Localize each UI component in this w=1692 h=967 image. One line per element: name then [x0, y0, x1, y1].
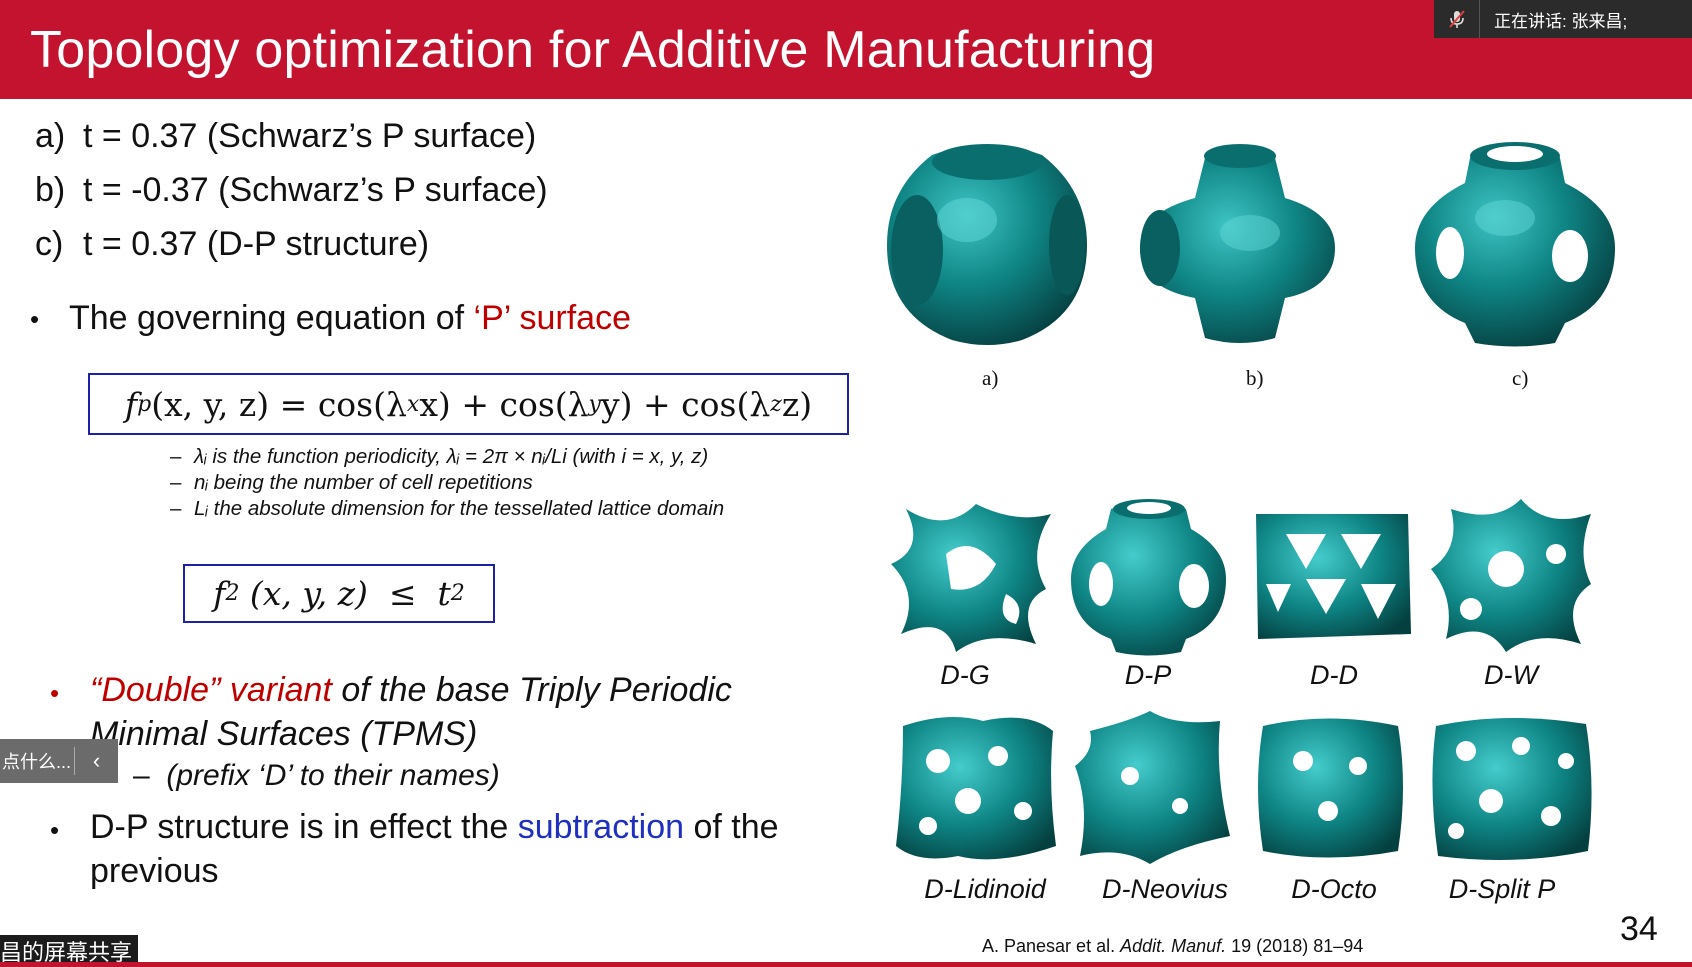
eq-symbol: f [124, 384, 138, 424]
definition-text: nᵢ being the number of cell repetitions [194, 471, 533, 494]
figure-label: D-Split P [1448, 874, 1556, 904]
eq-sub: p [137, 391, 152, 417]
bullet-subitem: – (prefix ‘D’ to their names) [133, 754, 500, 798]
lattice-a-image [887, 144, 1087, 345]
figure-label: D-Octo [1291, 874, 1377, 904]
lattice-c-image [1415, 142, 1615, 347]
bullet-dot: • [50, 678, 60, 708]
bullet-dot: • [30, 304, 40, 334]
eq-sup: 2 [225, 581, 240, 606]
figure-label: D-G [940, 660, 990, 690]
case-tag: b) [35, 171, 66, 209]
bullet-highlight: ‘P’ surface [473, 299, 631, 337]
screen-share-tag: 昌的屏幕共享 [0, 935, 138, 967]
bullet-highlight: “Double” variant [90, 671, 332, 709]
definition-text: Lᵢ the absolute dimension for the tessel… [194, 497, 725, 520]
dash: – [170, 445, 182, 468]
separator [74, 747, 75, 775]
dash: – [170, 471, 182, 494]
lattice-dsplitp-image [1432, 717, 1592, 860]
speaker-indicator: 正在讲话: 张来昌; [1434, 0, 1692, 38]
bottom-accent-line [0, 962, 1692, 967]
definition-text: λᵢ is the function periodicity, λᵢ = 2π … [194, 445, 709, 468]
bullet-double-variant: “Double” variant of the base Triply Peri… [90, 668, 732, 712]
eq-args: (x, y, z) [151, 384, 270, 424]
case-tag: a) [35, 117, 66, 155]
figure-label: D-Lidinoid [924, 874, 1046, 904]
chevron-left-icon[interactable]: ‹ [92, 748, 101, 773]
figure-label: D-W [1484, 660, 1538, 690]
case-text: t = -0.37 (Schwarz’s P surface) [83, 171, 548, 209]
definition-line: – λᵢ is the function periodicity, λᵢ = 2π… [170, 445, 708, 469]
bullet-subitem-text: (prefix ‘D’ to their names) [166, 759, 500, 792]
eq-term: x) [419, 384, 451, 424]
citation-journal: Addit. Manuf. [1120, 936, 1227, 956]
lattice-dg-image [891, 504, 1051, 652]
eq-args: (x, y, z) ≤ t [239, 574, 451, 613]
title-bar [0, 0, 1692, 99]
lattice-docto-image [1258, 718, 1403, 858]
eq-sub: z [770, 391, 782, 417]
case-item: c) t = 0.37 (D-P structure) [35, 225, 429, 264]
eq-term: cos(λ [499, 384, 589, 424]
case-item: a) t = 0.37 (Schwarz’s P surface) [35, 117, 536, 156]
panel-button-label: 点什么... [2, 752, 72, 772]
bullet-text: D-P structure is in effect the [90, 808, 518, 846]
bullet-text: of the base Triply Periodic [331, 671, 732, 709]
eq-plus: + [643, 384, 671, 424]
bullet-highlight: subtraction [517, 808, 685, 846]
bullet-governing-equation: The governing equation of ‘P’ surface [69, 296, 631, 340]
citation: A. Panesar et al. Addit. Manuf. 19 (2018… [982, 936, 1363, 957]
lattice-dneovius-image [1075, 711, 1230, 864]
speaker-label: 正在讲话: 张来昌; [1494, 11, 1628, 31]
case-item: b) t = -0.37 (Schwarz’s P surface) [35, 171, 548, 210]
case-tag: c) [35, 225, 64, 263]
dash: – [170, 497, 182, 520]
collapsed-panel-button[interactable]: 点什么... ‹ [0, 739, 118, 783]
bullet-text: of the [684, 808, 779, 846]
figure-label: a) [982, 366, 999, 390]
lattice-dlidinoid-image [896, 717, 1056, 860]
eq-term: y) [600, 384, 633, 424]
lattice-dw-image [1431, 499, 1591, 652]
page-number: 34 [1620, 910, 1658, 948]
citation-authors: A. Panesar et al. [982, 936, 1121, 956]
lattice-dd-image [1256, 514, 1411, 639]
bullet-dot: • [50, 815, 60, 845]
eq-term: cos(λ [681, 384, 771, 424]
slide-title: Topology optimization for Additive Manuf… [30, 21, 1156, 79]
eq-term: z) [781, 384, 813, 424]
eq-symbol: f [213, 574, 226, 613]
citation-rest: 19 (2018) 81–94 [1226, 936, 1364, 956]
eq-sub: x [406, 391, 420, 417]
dash: – [133, 759, 150, 792]
definition-line: – nᵢ being the number of cell repetitions [170, 471, 533, 495]
case-text: t = 0.37 (D-P structure) [83, 225, 430, 263]
bullet-dp-structure-line2: previous [90, 852, 219, 890]
lattice-b-image [1140, 144, 1335, 343]
eq-term: cos(λ [317, 384, 407, 424]
figure-label: c) [1512, 366, 1529, 390]
figure-label: D-D [1310, 660, 1358, 690]
figure-label: D-Neovius [1101, 874, 1229, 904]
bullet-dp-structure: D-P structure is in effect the subtracti… [90, 805, 779, 849]
muted-mic-icon[interactable] [1434, 0, 1480, 38]
eq-plus: + [461, 384, 489, 424]
bullet-double-variant-line2: Minimal Surfaces (TPMS) [90, 715, 478, 753]
bullet-text: The governing equation of [69, 299, 474, 337]
eq-equals: = [279, 384, 308, 424]
figure-label: b) [1246, 366, 1264, 390]
figure-label: D-P [1124, 660, 1172, 690]
case-text: t = 0.37 (Schwarz’s P surface) [83, 117, 537, 155]
eq-sup: 2 [450, 581, 465, 606]
definition-line: – Lᵢ the absolute dimension for the tesse… [170, 497, 724, 521]
eq-sub: y [588, 391, 601, 417]
lattice-dp-image [1071, 499, 1226, 656]
